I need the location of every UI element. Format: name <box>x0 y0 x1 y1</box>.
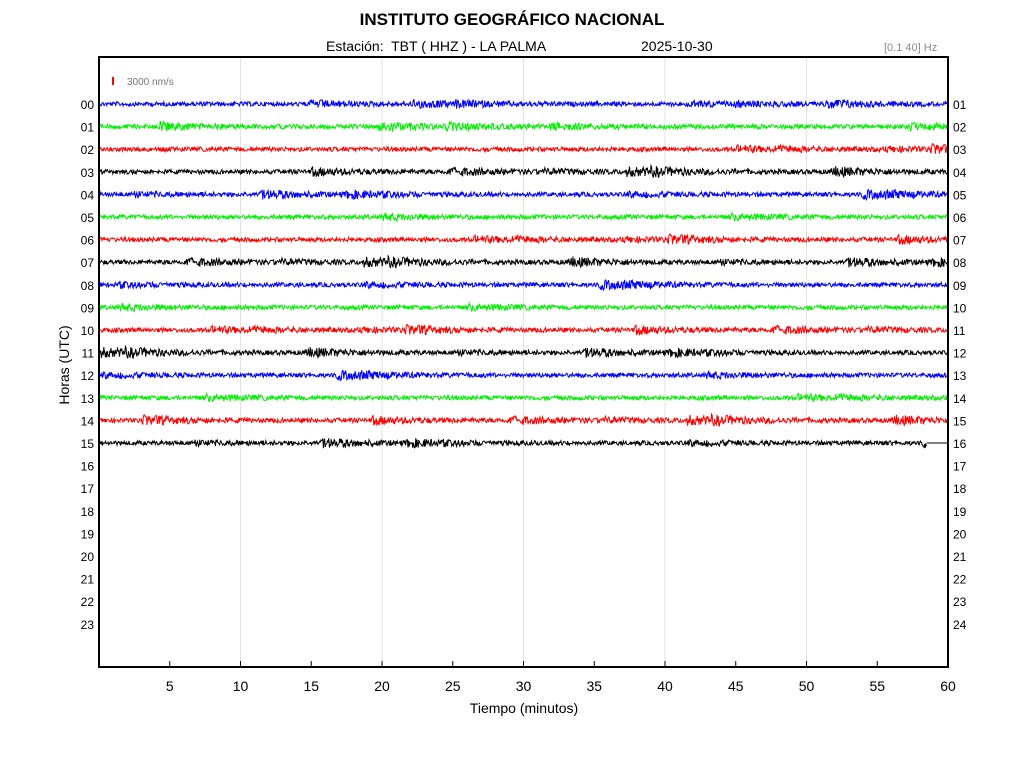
x-tick-label: 5 <box>166 678 174 694</box>
hour-label-left: 20 <box>81 550 95 564</box>
x-tick-label: 60 <box>940 678 956 694</box>
seismic-trace <box>98 391 948 403</box>
hour-label-left: 14 <box>81 414 95 428</box>
record-date: 2025-10-30 <box>641 38 713 54</box>
hour-label-left: 10 <box>81 324 95 338</box>
hour-label-right: 04 <box>953 166 967 180</box>
seismic-trace <box>98 254 948 269</box>
x-tick-label: 45 <box>728 678 744 694</box>
seismic-trace <box>98 210 948 222</box>
hour-label-right: 03 <box>953 143 967 157</box>
x-tick-label: 25 <box>445 678 461 694</box>
hour-label-left: 23 <box>81 618 95 632</box>
hour-label-left: 07 <box>81 256 95 270</box>
hour-label-left: 15 <box>81 437 95 451</box>
hour-label-right: 10 <box>953 301 967 315</box>
hour-label-left: 02 <box>81 143 95 157</box>
seismic-trace <box>98 233 948 246</box>
hour-label-right: 07 <box>953 234 967 248</box>
hour-label-left: 17 <box>81 482 95 496</box>
x-tick-label: 35 <box>586 678 602 694</box>
hour-label-left: 19 <box>81 527 95 541</box>
hour-label-left: 22 <box>81 595 95 609</box>
hour-label-right: 23 <box>953 595 967 609</box>
x-tick-label: 10 <box>233 678 249 694</box>
hour-label-left: 01 <box>81 121 95 135</box>
hour-label-left: 12 <box>81 369 95 383</box>
filter-band-value: [0.1 40] <box>884 42 921 54</box>
hour-label-left: 16 <box>81 460 95 474</box>
seismic-trace <box>98 143 948 154</box>
x-tick-label: 15 <box>303 678 319 694</box>
chart-title: INSTITUTO GEOGRÁFICO NACIONAL <box>359 10 665 29</box>
hour-label-left: 09 <box>81 301 95 315</box>
seismic-trace <box>98 188 948 202</box>
hour-label-right: 15 <box>953 414 967 428</box>
hour-label-right: 09 <box>953 279 967 293</box>
hour-label-left: 05 <box>81 211 95 225</box>
hour-label-right: 08 <box>953 256 967 270</box>
scale-label: 3000 nm/s <box>127 77 174 88</box>
seismic-trace <box>98 438 927 449</box>
hour-label-right: 02 <box>953 121 967 135</box>
x-tick-label: 30 <box>516 678 532 694</box>
x-tick-label: 55 <box>869 678 885 694</box>
filter-band-unit: Hz <box>923 42 938 54</box>
hour-label-left: 06 <box>81 234 95 248</box>
hour-label-right: 21 <box>953 550 967 564</box>
seismic-trace <box>98 369 948 382</box>
hour-label-right: 19 <box>953 505 967 519</box>
hour-label-right: 24 <box>953 618 967 632</box>
hour-label-right: 14 <box>953 392 967 406</box>
seismic-trace <box>98 98 948 110</box>
filter-band: [0.1 40] Hz <box>884 42 937 54</box>
seismic-trace <box>98 323 948 337</box>
seismic-trace <box>98 278 948 292</box>
x-axis-label: Tiempo (minutos) <box>469 700 579 716</box>
hour-label-right: 11 <box>953 324 966 338</box>
hour-label-left: 13 <box>81 392 95 406</box>
seismic-trace <box>98 301 948 312</box>
seismic-trace <box>98 344 948 360</box>
seismic-trace <box>98 163 948 179</box>
x-tick-label: 20 <box>374 678 390 694</box>
hour-label-left: 04 <box>81 188 95 202</box>
hour-label-right: 06 <box>953 211 967 225</box>
station-label: Estación: TBT ( HHZ ) - LA PALMA <box>326 38 547 54</box>
hour-label-right: 20 <box>953 527 967 541</box>
hour-label-right: 22 <box>953 573 967 587</box>
hour-label-left: 21 <box>81 573 95 587</box>
x-tick-label: 50 <box>799 678 815 694</box>
hour-label-left: 11 <box>82 347 95 361</box>
hour-label-right: 17 <box>953 460 967 474</box>
hour-label-right: 12 <box>953 347 967 361</box>
hour-label-left: 03 <box>81 166 95 180</box>
hour-label-right: 05 <box>953 188 967 202</box>
hour-label-left: 08 <box>81 279 95 293</box>
hour-label-right: 01 <box>953 98 967 112</box>
seismic-trace <box>98 120 948 133</box>
seismic-trace <box>98 412 948 428</box>
hour-label-left: 00 <box>81 98 95 112</box>
hour-label-right: 13 <box>953 369 967 383</box>
hour-label-right: 16 <box>953 437 967 451</box>
x-tick-label: 40 <box>657 678 673 694</box>
hour-label-left: 18 <box>81 505 95 519</box>
hour-label-right: 18 <box>953 482 967 496</box>
